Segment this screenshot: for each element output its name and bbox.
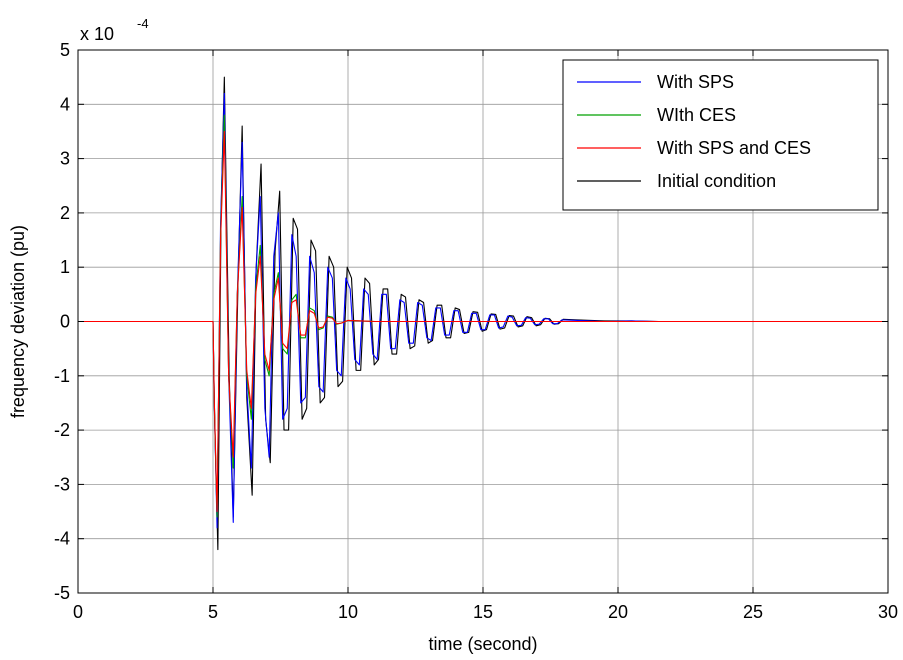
x-tick-label: 5 [208,602,218,622]
x-tick-label: 20 [608,602,628,622]
axis-ticks [77,49,889,594]
legend-label: With SPS and CES [657,138,811,158]
y-tick-label: -2 [54,420,70,440]
x-tick-label: 30 [878,602,898,622]
legend-box [562,59,879,211]
y-tick-label: 2 [60,203,70,223]
x-axis-label: time (second) [428,634,537,654]
y-tick-label: -1 [54,366,70,386]
series-lines [78,76,888,551]
y-tick-label: -5 [54,583,70,603]
x-tick-label: 25 [743,602,763,622]
legend-label: With SPS [657,72,734,92]
y-scale-exponent: -4 [137,16,149,31]
y-tick-labels: -5 -4 -3 -2 -1 0 1 2 3 4 5 [54,40,70,603]
x-tick-label: 0 [73,602,83,622]
y-axis-label: frequency deviation (pu) [8,225,28,418]
series-line-with-sps-and-ces [78,130,888,513]
y-tick-label: 4 [60,94,70,114]
y-tick-label: -4 [54,529,70,549]
x-tick-label: 10 [338,602,358,622]
legend-label: WIth CES [657,105,736,125]
x-tick-labels: 0 5 10 15 20 25 30 [73,602,898,622]
legend-label: Initial condition [657,171,776,191]
y-tick-label: 0 [60,312,70,332]
x-tick-label: 15 [473,602,493,622]
y-scale-multiplier: x 10 [80,24,114,44]
y-tick-label: 5 [60,40,70,60]
y-tick-label: 1 [60,257,70,277]
y-tick-label: -3 [54,474,70,494]
series-line-with-sps [78,92,888,529]
y-tick-label: 3 [60,149,70,169]
legend: With SPS WIth CES With SPS and CES Initial … [562,59,879,211]
